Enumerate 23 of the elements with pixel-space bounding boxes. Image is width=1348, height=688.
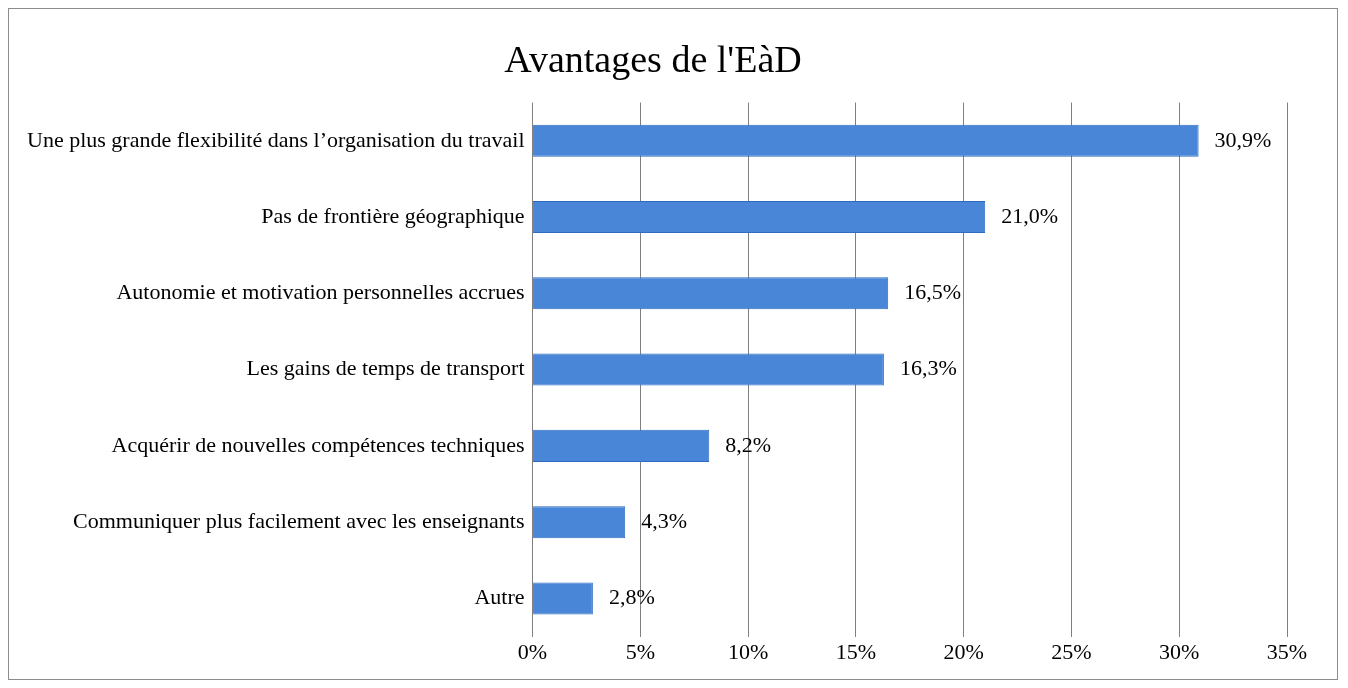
data-label: 8,2% xyxy=(725,431,772,457)
x-tick-label: 0% xyxy=(517,638,548,664)
data-label: 2,8% xyxy=(608,584,655,610)
chart-title: Avantages de l'EàD xyxy=(504,37,802,80)
x-tick-label: 10% xyxy=(727,638,769,664)
y-tick-label: Pas de frontière géographique xyxy=(261,202,525,228)
x-tick-label: 30% xyxy=(1159,638,1200,664)
x-tick-label: 35% xyxy=(1266,638,1308,664)
x-tick-label: 15% xyxy=(835,638,877,664)
data-label: 4,3% xyxy=(641,507,688,533)
x-tick-label: 25% xyxy=(1051,638,1092,664)
data-label: 16,5% xyxy=(904,279,962,305)
data-label: 16,3% xyxy=(899,355,957,381)
y-tick-label: Communiquer plus facilement avec les enseignants xyxy=(73,507,525,533)
x-tick-label: 5% xyxy=(625,638,655,664)
x-tick-label: 20% xyxy=(943,638,984,664)
data-label: 30,9% xyxy=(1214,126,1272,152)
y-tick-label: Une plus grande flexibilité dans l’organisation du travail xyxy=(26,126,525,152)
y-tick-label: Les gains de temps de transport xyxy=(246,355,525,381)
y-tick-label: Acquérir de nouvelles compétences techniques xyxy=(111,431,525,457)
y-tick-label: Autre xyxy=(474,584,525,610)
data-label: 21,0% xyxy=(1001,202,1059,228)
y-tick-label: Autonomie et motivation personnelles accrues xyxy=(116,279,525,305)
